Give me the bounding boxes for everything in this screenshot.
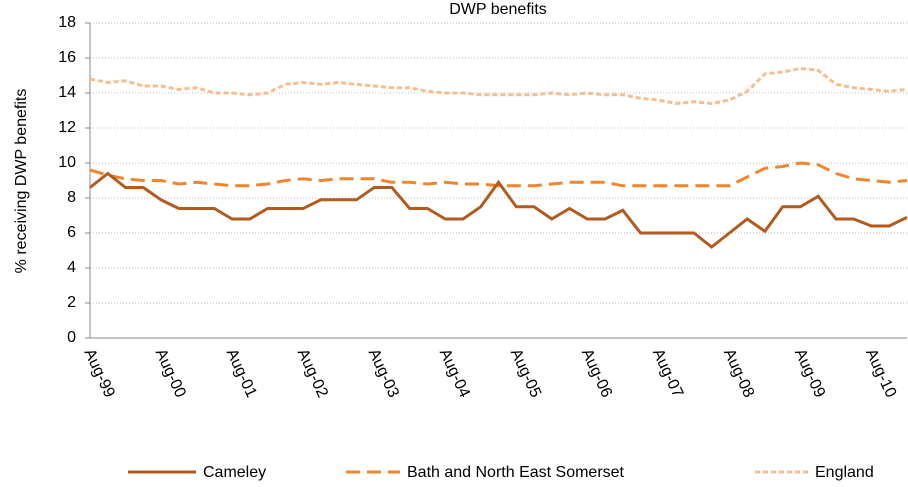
x-tick-label: Aug-02 [294, 346, 331, 400]
y-tick-label: 12 [58, 119, 76, 136]
x-tick-label: Aug-06 [578, 346, 615, 400]
y-axis-label: % receiving DWP benefits [13, 89, 30, 274]
y-tick-label: 0 [67, 329, 76, 346]
x-tick-label: Aug-99 [81, 346, 118, 400]
x-tick-label: Aug-03 [365, 346, 402, 400]
y-tick-label: 16 [58, 49, 76, 66]
x-tick-label: Aug-09 [791, 346, 828, 400]
x-tick-label: Aug-07 [649, 346, 686, 400]
legend-label: Cameley [203, 464, 266, 481]
line-series [89, 171, 908, 249]
y-tick-label: 2 [67, 294, 76, 311]
y-tick-label: 8 [67, 189, 76, 206]
y-tick-label: 4 [67, 259, 76, 276]
y-tick-label: 18 [58, 14, 76, 31]
chart-title: DWP benefits [449, 1, 547, 18]
line-series [89, 161, 908, 188]
legend-label: England [815, 464, 874, 481]
legend-label: Bath and North East Somerset [407, 464, 625, 481]
y-tick-label: 6 [67, 224, 76, 241]
x-tick-label: Aug-10 [862, 346, 899, 400]
x-tick-label: Aug-08 [720, 346, 757, 400]
x-tick-label: Aug-00 [152, 346, 189, 400]
x-tick-label: Aug-05 [507, 346, 544, 400]
y-tick-label: 10 [58, 154, 76, 171]
y-tick-label: 14 [58, 84, 76, 101]
line-series [89, 66, 908, 106]
x-tick-label: Aug-04 [436, 346, 473, 400]
x-tick-label: Aug-01 [223, 346, 260, 400]
